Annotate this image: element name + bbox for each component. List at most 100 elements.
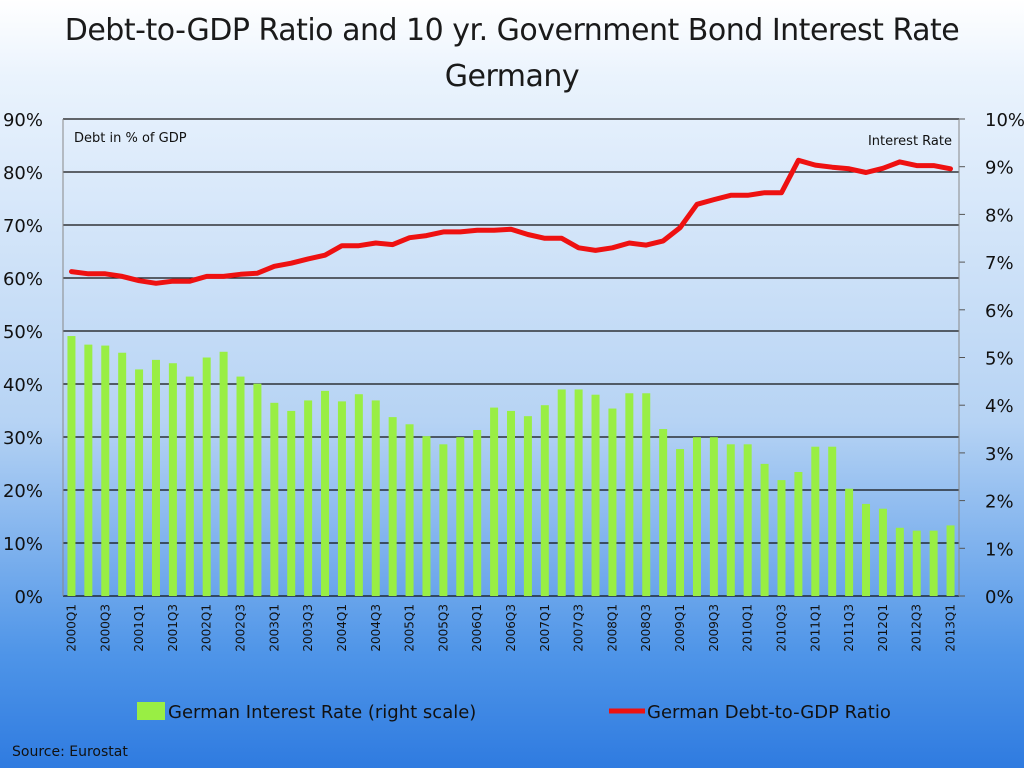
interest-rate-bar xyxy=(862,503,871,596)
y-left-tick-label: 20% xyxy=(3,481,43,502)
x-tick-label: 2008Q3 xyxy=(639,604,653,652)
y-left-tick-label: 50% xyxy=(3,322,43,343)
interest-rate-bar xyxy=(219,351,228,596)
interest-rate-bar xyxy=(608,408,617,596)
x-tick-label: 2003Q3 xyxy=(301,604,315,652)
y-right-tick-label: 0% xyxy=(985,587,1014,608)
interest-rate-bar xyxy=(591,394,600,596)
y-right-tick-label: 5% xyxy=(985,349,1014,370)
x-tick-label: 2004Q1 xyxy=(335,604,349,652)
interest-rate-bar xyxy=(101,345,110,596)
interest-rate-bar xyxy=(253,383,262,596)
y-right-tick-label: 3% xyxy=(985,444,1014,465)
x-tick-label: 2000Q3 xyxy=(98,604,112,652)
x-tick-label: 2010Q3 xyxy=(774,604,788,652)
chart-title-line2: Germany xyxy=(444,59,580,94)
x-tick-label: 2006Q1 xyxy=(470,604,484,652)
y-right-tick-label: 8% xyxy=(985,205,1014,226)
interest-rate-bar xyxy=(777,480,786,596)
interest-rate-bar xyxy=(929,530,938,596)
x-axis-ticks: 2000Q1 2000Q3 2001Q1 2001Q3 2002Q1 2002Q3 2003… xyxy=(64,604,957,652)
interest-rate-bar xyxy=(794,471,803,596)
x-tick-label: 2012Q3 xyxy=(910,604,924,652)
interest-rate-bar xyxy=(168,363,177,596)
interest-rate-bar xyxy=(490,407,499,596)
y-right-tick-label: 1% xyxy=(985,539,1014,560)
debt-to-gdp-line xyxy=(69,157,953,286)
interest-rate-bar xyxy=(523,416,532,596)
chart-title: Debt-to-GDP Ratio and 10 yr. Government … xyxy=(0,8,1024,100)
interest-rate-bar xyxy=(760,463,769,596)
interest-rate-bar xyxy=(304,400,313,596)
x-tick-label: 2006Q3 xyxy=(504,604,518,652)
x-tick-label: 2002Q3 xyxy=(234,604,248,652)
y-left-tick-label: 90% xyxy=(3,110,43,131)
interest-rate-bar xyxy=(337,401,346,596)
y-right-tick-label: 6% xyxy=(985,301,1014,322)
y-right-axis-ticks: 0% 1% 2% 3% 4% 5% 6% 7% 8% 9% 10% xyxy=(959,110,1024,608)
x-tick-label: 2007Q1 xyxy=(538,604,552,652)
y-left-tick-label: 40% xyxy=(3,375,43,396)
x-tick-label: 2001Q1 xyxy=(132,604,146,652)
interest-rate-bar xyxy=(692,437,701,596)
interest-rate-bars xyxy=(67,336,955,596)
x-tick-label: 2003Q1 xyxy=(267,604,281,652)
interest-rate-bar xyxy=(574,389,583,596)
chart-title-line1: Debt-to-GDP Ratio and 10 yr. Government … xyxy=(64,13,960,48)
interest-rate-bar xyxy=(676,449,685,596)
interest-rate-bar xyxy=(811,446,820,596)
interest-rate-bar xyxy=(371,400,380,596)
x-tick-label: 2002Q1 xyxy=(200,604,214,652)
interest-rate-bar xyxy=(405,424,414,596)
interest-rate-bar xyxy=(642,393,651,596)
x-tick-label: 2005Q1 xyxy=(403,604,417,652)
interest-rate-bar xyxy=(354,394,363,596)
legend-swatch-interest-rate xyxy=(137,702,165,720)
interest-rate-bar xyxy=(557,389,566,596)
interest-rate-bar xyxy=(946,525,955,596)
interest-rate-bar xyxy=(743,444,752,596)
interest-rate-bar xyxy=(118,352,127,596)
x-tick-label: 2009Q1 xyxy=(673,604,687,652)
x-tick-label: 2009Q3 xyxy=(707,604,721,652)
interest-rate-bar xyxy=(828,446,837,596)
interest-rate-bar xyxy=(507,410,515,596)
x-tick-label: 2010Q1 xyxy=(741,604,755,652)
x-tick-label: 2013Q1 xyxy=(944,604,958,652)
interest-rate-bar xyxy=(422,436,431,596)
x-tick-label: 2011Q1 xyxy=(808,604,822,652)
interest-rate-bar xyxy=(912,530,921,596)
x-tick-label: 2004Q3 xyxy=(369,604,383,652)
y-left-tick-label: 70% xyxy=(3,216,43,237)
interest-rate-bar xyxy=(439,444,448,596)
y-left-tick-label: 0% xyxy=(14,587,43,608)
interest-rate-bar xyxy=(659,429,668,596)
y-right-tick-label: 10% xyxy=(985,110,1024,131)
interest-rate-bar xyxy=(67,336,76,596)
x-tick-label: 2012Q1 xyxy=(876,604,890,652)
y-left-tick-label: 10% xyxy=(3,534,43,555)
interest-rate-bar xyxy=(878,508,887,596)
y-right-tick-label: 2% xyxy=(985,492,1014,513)
interest-rate-bar xyxy=(151,359,160,596)
y-right-tick-label: 7% xyxy=(985,253,1014,274)
x-tick-label: 2008Q1 xyxy=(605,604,619,652)
left-axis-label: Debt in % of GDP xyxy=(74,131,187,146)
legend-label-debt-ratio: German Debt-to-GDP Ratio xyxy=(647,702,891,723)
y-left-axis-ticks: 0% 10% 20% 30% 40% 50% 60% 70% 80% 90% xyxy=(3,110,43,608)
interest-rate-bar xyxy=(845,488,854,596)
interest-rate-bar xyxy=(895,527,904,596)
x-tick-label: 2001Q3 xyxy=(166,604,180,652)
y-left-tick-label: 30% xyxy=(3,428,43,449)
interest-rate-bar xyxy=(388,417,397,596)
legend: German Interest Rate (right scale) Germa… xyxy=(137,702,891,723)
interest-rate-bar xyxy=(185,376,194,596)
interest-rate-bar xyxy=(270,402,279,596)
x-tick-label: 2000Q1 xyxy=(64,604,78,652)
legend-label-interest-rate: German Interest Rate (right scale) xyxy=(168,702,476,723)
x-tick-label: 2007Q3 xyxy=(572,604,586,652)
right-axis-label: Interest Rate xyxy=(868,134,952,149)
interest-rate-bar xyxy=(456,437,465,596)
interest-rate-bar xyxy=(321,390,330,596)
